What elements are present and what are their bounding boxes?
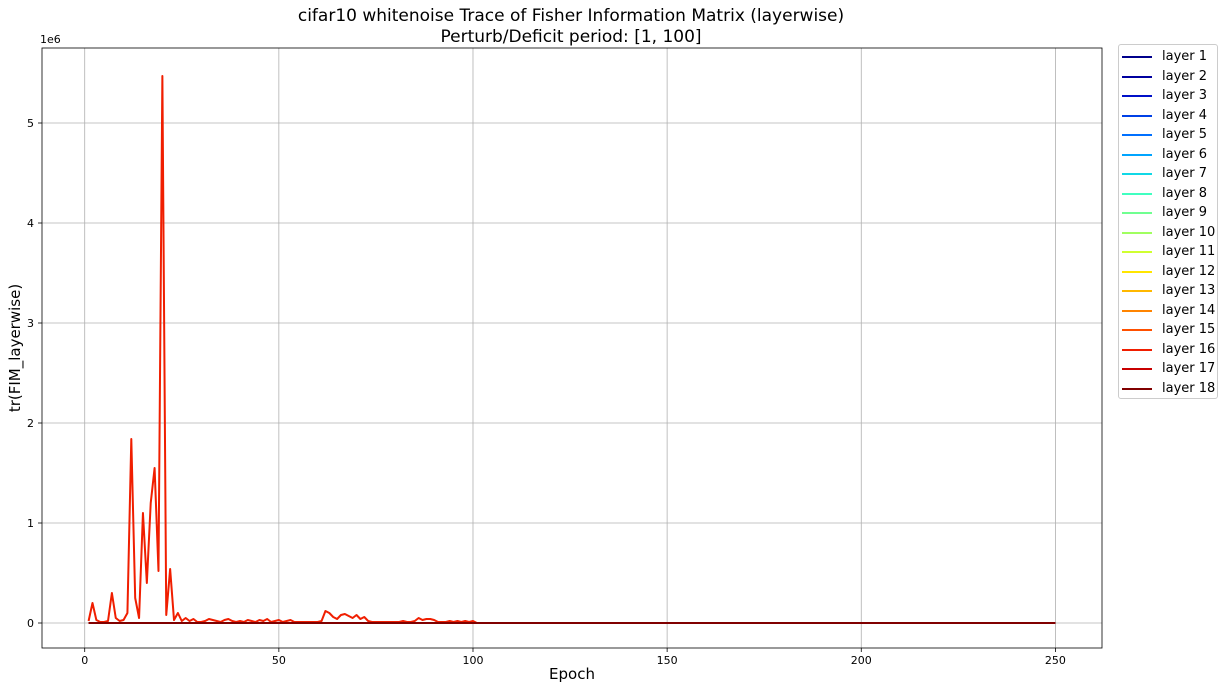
legend-swatch <box>1122 348 1152 351</box>
x-tick-label: 200 <box>851 654 872 667</box>
legend-item: layer 16 <box>1122 341 1218 359</box>
legend-item: layer 17 <box>1122 360 1218 378</box>
legend-swatch <box>1122 192 1152 195</box>
legend-swatch <box>1122 368 1152 370</box>
plot-frame <box>41 47 1103 649</box>
x-tick-label: 0 <box>81 654 88 667</box>
legend-label: layer 14 <box>1162 302 1216 318</box>
legend-swatch <box>1122 114 1152 117</box>
legend-swatch <box>1122 75 1152 78</box>
chart-subtitle: Perturb/Deficit period: [1, 100] <box>440 27 702 47</box>
y-tick-label: 2 <box>27 417 34 430</box>
legend-label: layer 16 <box>1162 341 1216 357</box>
legend-swatch <box>1122 153 1152 156</box>
legend-swatch <box>1122 173 1152 175</box>
legend-item: layer 14 <box>1122 302 1218 320</box>
x-tick-label: 150 <box>657 654 678 667</box>
legend-label: layer 4 <box>1162 107 1208 123</box>
legend-swatch <box>1122 290 1152 292</box>
legend-swatch <box>1122 329 1152 331</box>
legend-item: layer 13 <box>1122 282 1218 300</box>
legend-label: layer 1 <box>1162 49 1208 64</box>
y-tick-label: 0 <box>27 617 34 630</box>
legend-label: layer 15 <box>1162 322 1216 337</box>
legend-item: layer 7 <box>1122 165 1218 183</box>
legend-label: layer 18 <box>1162 380 1216 396</box>
x-tick-label: 50 <box>272 654 286 667</box>
legend-item: layer 11 <box>1122 243 1218 261</box>
y-tick-label: 1 <box>27 517 34 530</box>
x-axis-label: Epoch <box>549 665 595 683</box>
legend-label: layer 11 <box>1162 244 1216 259</box>
legend-label: layer 3 <box>1162 88 1208 103</box>
legend-swatch <box>1122 387 1152 390</box>
legend-label: layer 9 <box>1162 205 1208 220</box>
legend-label: layer 17 <box>1162 361 1216 376</box>
y-tick-label: 4 <box>27 217 34 230</box>
legend-swatch <box>1122 56 1152 58</box>
y-tick-label: 3 <box>27 317 34 330</box>
legend-item: layer 5 <box>1122 126 1218 144</box>
legend-swatch <box>1122 95 1152 97</box>
legend-label: layer 10 <box>1162 224 1216 240</box>
legend-swatch <box>1122 231 1152 234</box>
legend-label: layer 8 <box>1162 185 1208 201</box>
legend-item: layer 12 <box>1122 263 1218 281</box>
y-axis-label: tr(FIM_layerwise) <box>6 284 25 412</box>
legend-label: layer 13 <box>1162 283 1216 298</box>
legend-item: layer 8 <box>1122 185 1218 203</box>
series-line-layer-16 <box>87 75 1056 624</box>
legend-item: layer 1 <box>1122 48 1218 66</box>
legend-label: layer 5 <box>1162 127 1208 142</box>
legend-label: layer 7 <box>1162 166 1208 181</box>
legend-item: layer 10 <box>1122 224 1218 242</box>
legend-label: layer 2 <box>1162 68 1208 84</box>
legend-swatch <box>1122 309 1152 312</box>
legend-label: layer 12 <box>1162 263 1216 279</box>
x-tick-label: 250 <box>1045 654 1066 667</box>
legend-item: layer 18 <box>1122 380 1218 398</box>
legend-label: layer 6 <box>1162 146 1208 162</box>
y-tick-label: 5 <box>27 117 34 130</box>
legend-item: layer 3 <box>1122 87 1218 105</box>
x-tick-label: 100 <box>462 654 483 667</box>
chart-legend: layer 1 layer 2 layer 3 layer 4 layer 5 layer… <box>1118 44 1218 399</box>
legend-swatch <box>1122 270 1152 273</box>
legend-item: layer 2 <box>1122 68 1218 86</box>
legend-item: layer 6 <box>1122 146 1218 164</box>
y-offset-label: 1e6 <box>40 33 61 46</box>
legend-swatch <box>1122 134 1152 136</box>
chart-title: cifar10 whitenoise Trace of Fisher Infor… <box>297 6 845 26</box>
legend-swatch <box>1122 212 1152 214</box>
legend-swatch <box>1122 251 1152 253</box>
legend-item: layer 9 <box>1122 204 1218 222</box>
legend-item: layer 15 <box>1122 321 1218 339</box>
legend-item: layer 4 <box>1122 107 1218 125</box>
